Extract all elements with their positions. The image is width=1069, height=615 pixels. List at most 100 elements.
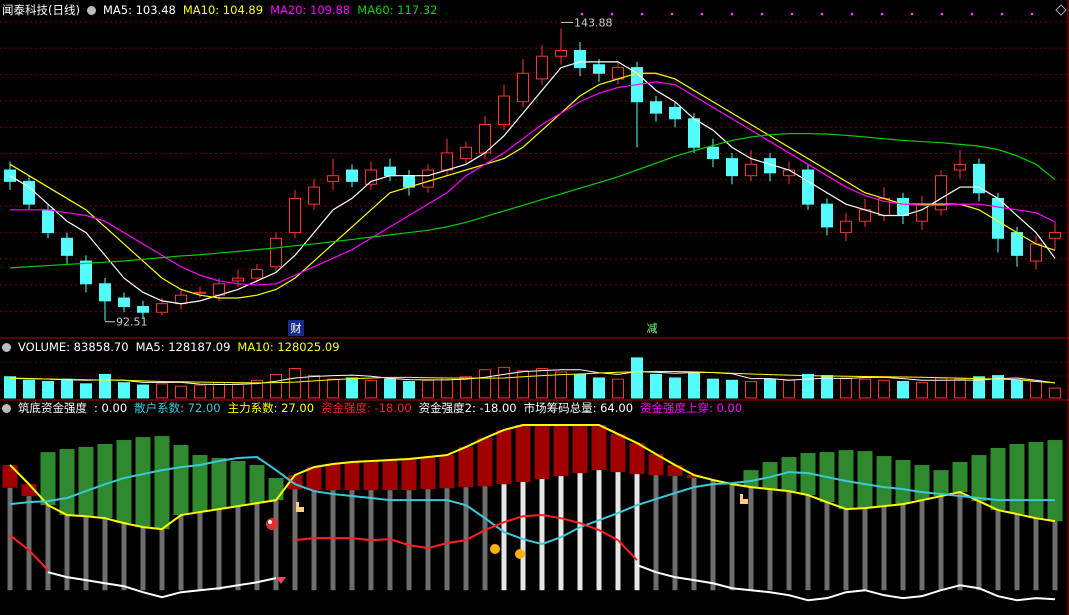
candle-body [916, 203, 928, 222]
indicator-bar [919, 500, 925, 591]
candle-body [137, 306, 149, 313]
band-bar [933, 470, 949, 497]
candle-body [479, 123, 491, 154]
band-bar [40, 452, 56, 506]
signal-icon [276, 577, 286, 584]
marks: 143.88 92.51 [2, 16, 1063, 602]
dot-decor [1000, 12, 1004, 16]
volume-bar [992, 375, 1004, 399]
band-bar [173, 444, 189, 516]
candle-body [118, 297, 130, 308]
band-bar [1028, 442, 1044, 519]
volume-bar [840, 377, 852, 399]
band-bar [477, 438, 493, 487]
line [9, 72, 1056, 299]
indicator-bar [349, 490, 355, 591]
volume-bar [137, 384, 149, 399]
indicator-bar [976, 501, 982, 591]
band-bar [1047, 440, 1063, 522]
indicator-bar [615, 472, 621, 591]
volume-bar [650, 373, 662, 399]
volume-bar [80, 383, 92, 399]
indicator-bar [425, 489, 431, 591]
indicator-bar [938, 496, 944, 591]
band-bar [762, 462, 778, 490]
dot-decor [610, 12, 614, 16]
volume-bar [612, 378, 624, 399]
volume-bar [821, 375, 833, 399]
band-bar [192, 455, 208, 513]
candle-body [270, 237, 282, 268]
indicator-bar [843, 509, 849, 591]
volume-bar [498, 366, 510, 399]
indicator-bar [501, 484, 507, 591]
indicator-bar [406, 490, 412, 591]
volume-bar [688, 372, 700, 399]
candle-body [289, 197, 301, 234]
indicator-bar [330, 490, 336, 591]
band-bar [439, 455, 455, 489]
volume-bar [764, 378, 776, 399]
candle-body [61, 237, 73, 256]
indicator-bar [729, 484, 735, 591]
volume-bar [327, 378, 339, 399]
candle-body [726, 158, 738, 177]
band-bar [743, 470, 759, 488]
indicator-bar [1014, 514, 1020, 591]
volume-bar [574, 373, 586, 399]
marker-bg [288, 320, 304, 336]
indicator-bar [140, 527, 146, 591]
volume-bar [384, 378, 396, 399]
volume-bar [308, 375, 320, 399]
volume-bar [346, 377, 358, 399]
indicator-bar [273, 500, 279, 591]
candle-body [232, 277, 244, 282]
candle-body [99, 283, 111, 302]
indicator-bar [881, 506, 887, 591]
band-bar [838, 450, 854, 510]
candle-body [175, 294, 187, 305]
indicator-bar [957, 492, 963, 591]
candle-body [745, 163, 757, 177]
marker: 财 [291, 321, 302, 335]
volume-bar [403, 380, 415, 399]
candle-body [80, 260, 92, 285]
candle-body [555, 50, 567, 57]
menu-icon[interactable] [86, 5, 96, 15]
menu-icon[interactable] [2, 403, 11, 413]
volume-bar [479, 369, 491, 399]
indicator-bar [102, 518, 108, 591]
legend-item: MA10: 128025.09 [237, 340, 340, 354]
dot-decor [790, 12, 794, 16]
indicator-bar [121, 523, 127, 591]
price-header: 闻泰科技(日线) MA5: 103.48 MA10: 104.89 MA20: 10… [2, 2, 437, 18]
volume-bar [555, 371, 567, 399]
candle-body [460, 146, 472, 160]
candle-body [42, 209, 54, 234]
candle-body [441, 152, 453, 171]
band-bar [78, 446, 94, 517]
indicator-bar [748, 487, 754, 591]
candle-body [251, 269, 263, 279]
candle-body [308, 186, 320, 205]
menu-icon[interactable] [2, 342, 11, 352]
line [9, 369, 1056, 386]
band-bar [363, 461, 379, 491]
settings-icon[interactable] [1055, 4, 1067, 16]
candle-body [327, 175, 339, 182]
legend-item: 主力系数: 27.00 [227, 401, 315, 415]
volume-bar [536, 368, 548, 399]
indicator-bar [7, 487, 13, 591]
band-bar [116, 440, 132, 524]
legend-item: : 0.00 [94, 401, 128, 415]
band-bar [97, 444, 113, 519]
band-bar [648, 454, 664, 476]
chart-title: 闻泰科技(日线) [2, 3, 80, 17]
line [9, 370, 1056, 384]
band-bar [895, 460, 911, 505]
signal-icon [490, 544, 500, 554]
dot-decor [910, 12, 914, 16]
candle-body [935, 175, 947, 211]
dot-decor [670, 12, 674, 16]
